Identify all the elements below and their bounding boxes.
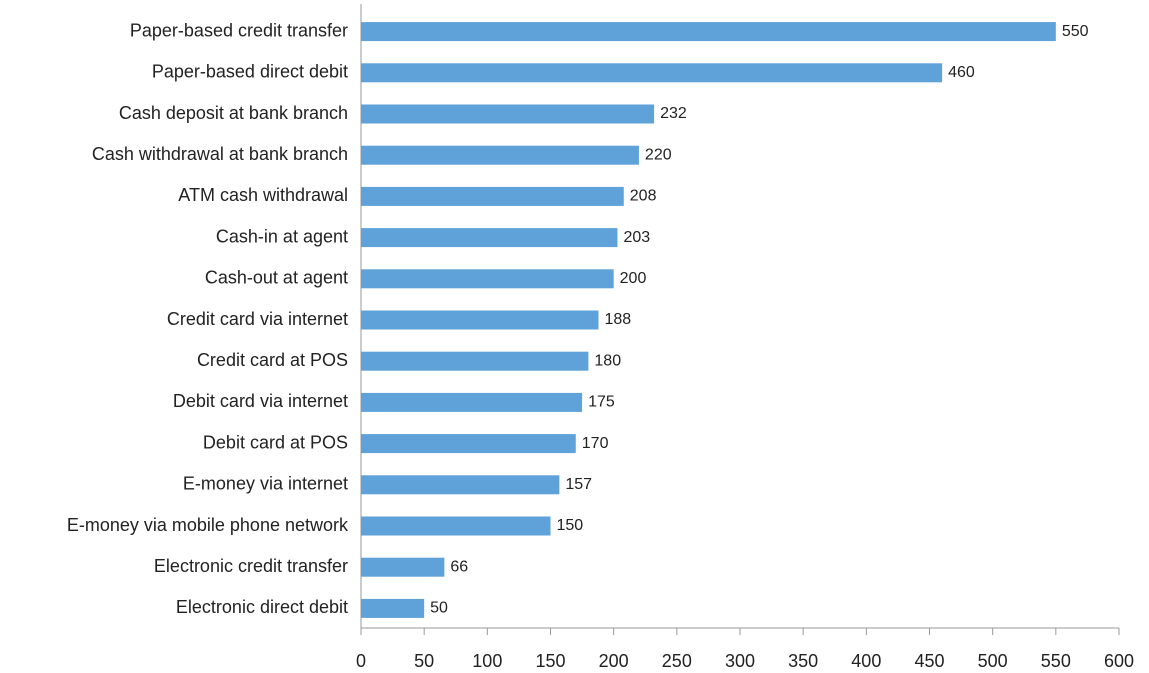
y-tick-label: Cash withdrawal at bank branch — [92, 144, 348, 164]
bar — [361, 598, 425, 618]
x-tick-label: 550 — [1041, 651, 1071, 671]
y-tick-label: E-money via internet — [183, 474, 348, 494]
value-label: 232 — [660, 105, 687, 122]
value-label: 200 — [620, 270, 647, 287]
y-tick-label: Debit card at POS — [203, 432, 348, 452]
x-tick-label: 50 — [414, 651, 434, 671]
x-tick-label: 400 — [851, 651, 881, 671]
y-tick-label: Paper-based direct debit — [152, 62, 348, 82]
x-tick-label: 350 — [788, 651, 818, 671]
y-tick-label: E-money via mobile phone network — [67, 515, 349, 535]
value-label: 550 — [1062, 23, 1089, 40]
y-tick-label: Paper-based credit transfer — [130, 20, 348, 40]
bar — [361, 269, 614, 289]
x-tick-label: 100 — [472, 651, 502, 671]
y-tick-label: Credit card at POS — [197, 350, 348, 370]
x-tick-label: 250 — [662, 651, 692, 671]
value-label: 460 — [948, 64, 975, 81]
y-tick-label: Cash deposit at bank branch — [119, 103, 348, 123]
value-label: 150 — [557, 517, 584, 534]
y-tick-label: Cash-in at agent — [216, 226, 348, 246]
bar — [361, 63, 943, 83]
bar — [361, 434, 576, 454]
bar — [361, 392, 583, 412]
bar — [361, 104, 655, 124]
x-tick-label: 200 — [599, 651, 629, 671]
x-tick-label: 0 — [356, 651, 366, 671]
y-tick-label: Debit card via internet — [173, 391, 348, 411]
y-tick-label: Credit card via internet — [167, 309, 348, 329]
bar — [361, 557, 445, 577]
bar — [361, 22, 1056, 42]
bar — [361, 516, 551, 536]
value-label: 175 — [588, 394, 615, 411]
value-label: 66 — [450, 558, 468, 575]
bar — [361, 186, 624, 206]
y-tick-label: Electronic credit transfer — [154, 556, 348, 576]
x-tick-label: 300 — [725, 651, 755, 671]
x-tick-label: 500 — [978, 651, 1008, 671]
y-tick-label: ATM cash withdrawal — [178, 185, 348, 205]
bar — [361, 228, 618, 248]
value-label: 208 — [630, 188, 657, 205]
bar — [361, 145, 639, 165]
value-label: 50 — [430, 600, 448, 617]
bar — [361, 475, 560, 495]
y-tick-label: Electronic direct debit — [176, 597, 348, 617]
value-label: 180 — [594, 352, 621, 369]
y-tick-label: Cash-out at agent — [205, 268, 348, 288]
value-label: 188 — [605, 311, 632, 328]
value-label: 203 — [623, 229, 650, 246]
value-label: 170 — [582, 435, 609, 452]
value-label: 220 — [645, 146, 672, 163]
bar — [361, 351, 589, 371]
x-tick-label: 150 — [535, 651, 565, 671]
bar — [361, 310, 599, 330]
x-tick-label: 450 — [914, 651, 944, 671]
value-label: 157 — [565, 476, 592, 493]
x-tick-label: 600 — [1104, 651, 1134, 671]
